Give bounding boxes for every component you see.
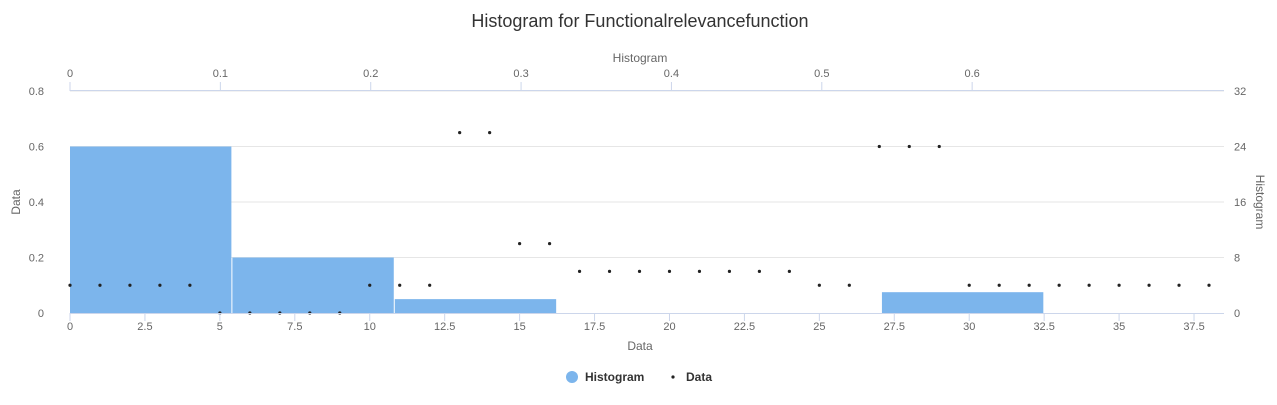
data-point[interactable] [188, 283, 192, 287]
data-point[interactable] [158, 283, 162, 287]
top-x-tick-label: 0.5 [814, 68, 829, 80]
data-point[interactable] [757, 269, 762, 273]
data-point[interactable] [1177, 283, 1181, 287]
data-point[interactable] [967, 283, 971, 287]
data-point[interactable] [1057, 283, 1061, 287]
data-point[interactable] [637, 269, 642, 273]
data-point[interactable] [368, 283, 372, 287]
data-point[interactable] [817, 283, 821, 287]
data-point[interactable] [1207, 283, 1211, 287]
data-point[interactable] [398, 283, 402, 287]
data-point[interactable] [907, 144, 911, 149]
y-axis-title: Data [9, 189, 23, 215]
data-point[interactable] [607, 269, 612, 273]
data-point[interactable] [847, 283, 851, 287]
top-x-tick-label: 0.6 [965, 68, 980, 80]
data-point[interactable] [787, 269, 791, 273]
legend-data-marker[interactable] [671, 375, 675, 379]
data-point[interactable] [1117, 283, 1121, 287]
data-points [68, 131, 1211, 315]
data-point[interactable] [727, 269, 732, 273]
x-tick-label: 27.5 [884, 321, 905, 333]
data-point[interactable] [667, 269, 672, 273]
x-tick-label: 32.5 [1033, 321, 1054, 333]
legend-data-label[interactable]: Data [686, 370, 712, 384]
y-tick-label: 0.6 [29, 142, 44, 154]
right-y-tick-label: 24 [1234, 142, 1246, 154]
top-x-tick-label: 0.1 [213, 68, 228, 80]
data-point[interactable] [488, 131, 492, 135]
data-point[interactable] [518, 242, 522, 246]
x-tick-label: 15 [513, 321, 525, 333]
top-x-tick-label: 0.2 [363, 68, 378, 80]
x-tick-label: 17.5 [584, 321, 605, 333]
legend: Histogram Data [566, 370, 712, 384]
histogram-bar[interactable] [881, 292, 1044, 313]
y-tick-label: 0.2 [29, 253, 44, 265]
x-tick-label: 35 [1113, 321, 1125, 333]
top-axis-title: Histogram [613, 51, 668, 65]
x-tick-label: 0 [67, 321, 73, 333]
x-axis-title: Data [627, 339, 653, 353]
right-y-tick-label: 16 [1234, 197, 1246, 209]
top-x-tick-label: 0 [67, 68, 73, 80]
x-tick-label: 25 [813, 321, 825, 333]
x-tick-label: 12.5 [434, 321, 455, 333]
top-x-tick-label: 0.4 [664, 68, 679, 80]
chart-title: Histogram for Functionalrelevancefunctio… [471, 11, 808, 31]
legend-histogram-marker[interactable] [566, 371, 578, 383]
x-tick-label: 5 [217, 321, 223, 333]
data-point[interactable] [697, 269, 702, 273]
histogram-bar[interactable] [232, 257, 394, 314]
histogram-bar[interactable] [70, 146, 232, 314]
legend-histogram-label[interactable]: Histogram [585, 370, 644, 384]
data-point[interactable] [98, 283, 102, 287]
data-point[interactable] [68, 283, 72, 287]
data-point[interactable] [128, 283, 132, 287]
x-tick-label: 7.5 [287, 321, 302, 333]
data-point[interactable] [877, 144, 881, 149]
y-tick-label: 0.8 [29, 86, 44, 98]
data-point[interactable] [547, 242, 552, 246]
x-tick-label: 22.5 [734, 321, 755, 333]
data-point[interactable] [458, 131, 462, 135]
y-tick-label: 0 [38, 308, 44, 320]
axes: 0 0.2 0.4 0.6 0.8 0 8 16 24 32 0 2.5 5 7.5 10 12.5 15 17.… [29, 68, 1247, 333]
x-tick-label: 2.5 [137, 321, 152, 333]
data-point[interactable] [1147, 283, 1151, 287]
right-y-tick-label: 32 [1234, 86, 1246, 98]
x-tick-label: 30 [963, 321, 975, 333]
right-y-tick-label: 8 [1234, 253, 1240, 265]
x-tick-label: 10 [364, 321, 376, 333]
histogram-bars [70, 146, 1044, 314]
data-point[interactable] [1027, 283, 1031, 287]
data-point[interactable] [428, 283, 432, 287]
x-tick-label: 20 [663, 321, 675, 333]
histogram-bar[interactable] [394, 299, 557, 313]
top-x-tick-label: 0.3 [513, 68, 528, 80]
grid-lines [70, 90, 1224, 258]
right-y-tick-label: 0 [1234, 308, 1240, 320]
data-point[interactable] [577, 269, 582, 273]
x-tick-label: 37.5 [1183, 321, 1204, 333]
data-point[interactable] [937, 144, 941, 149]
y-tick-label: 0.4 [29, 197, 44, 209]
data-point[interactable] [1087, 283, 1091, 287]
data-point[interactable] [997, 283, 1001, 287]
right-axis-title: Histogram [1253, 175, 1267, 230]
